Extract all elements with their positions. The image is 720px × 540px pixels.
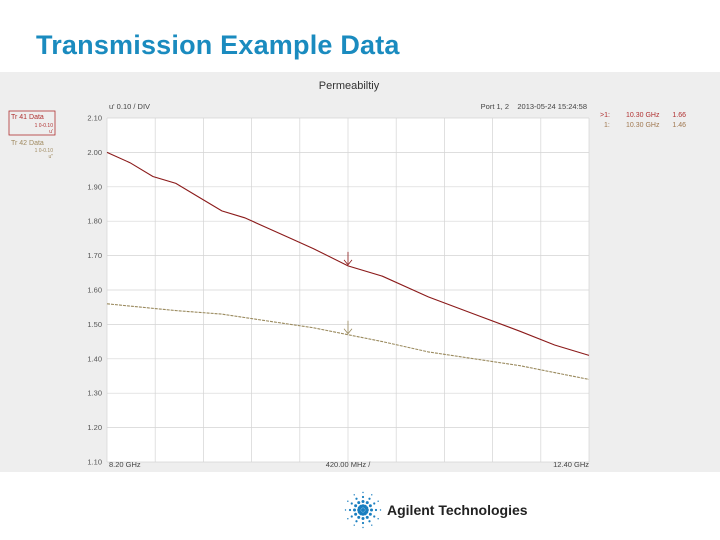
port-info: Port 1, 2 2013-05-24 15:24:58 <box>481 102 587 111</box>
logo-dot <box>361 500 365 503</box>
logo-dot <box>344 509 347 511</box>
y-tick-label: 1.70 <box>87 251 102 260</box>
grid <box>106 117 590 463</box>
logo-dot <box>350 502 353 505</box>
logo-dot <box>370 508 373 512</box>
logo-dot <box>354 504 358 508</box>
x-end-label: 12.40 GHz <box>553 460 589 469</box>
marker-2-freq: 10.30 GHz <box>626 122 660 129</box>
series-line-1 <box>106 151 590 356</box>
logo-dot <box>364 506 369 510</box>
marker-1-freq: 10.30 GHz <box>626 112 660 119</box>
trace-box-2-name: Tr 42 Data <box>11 140 44 147</box>
y-tick-label: 1.50 <box>87 320 102 329</box>
instrument-screen: 2.10 2.00 1.90 1.80 1.70 1.60 1.50 1.40 1.30 1.20… <box>0 72 720 472</box>
chart: 2.10 2.00 1.90 1.80 1.70 1.60 1.50 1.40 1.30 1.20… <box>8 80 686 469</box>
marker-2-label: 1: <box>604 122 610 129</box>
y-tick-label: 1.90 <box>87 182 102 191</box>
y-tick-label: 1.60 <box>87 286 102 295</box>
logo-dot <box>368 497 371 500</box>
logo-dot <box>362 491 364 494</box>
y-tick-label: 1.30 <box>87 389 102 398</box>
logo-dot <box>361 495 365 499</box>
logo-dot <box>353 494 355 496</box>
marker-arrow-1 <box>343 251 353 266</box>
slide-title: Transmission Example Data <box>36 30 400 60</box>
trace-box-1-name: Tr 41 Data <box>11 114 44 121</box>
y-tick-label: 1.80 <box>87 217 102 226</box>
logo-dot <box>353 524 355 526</box>
y-tick-labels: 2.10 2.00 1.90 1.80 1.70 1.60 1.50 1.40 1.30 1.20… <box>87 114 102 467</box>
marker-readout-2: 1: 10.30 GHz 1.46 <box>604 122 686 129</box>
logo-dot <box>377 500 379 502</box>
y-tick-label: 1.10 <box>87 458 102 467</box>
markers-layer <box>343 251 353 335</box>
logo-dot <box>361 521 365 525</box>
logo-dot <box>350 515 353 518</box>
company-name: Agilent Technologies <box>387 502 528 518</box>
marker-arrow-2 <box>343 320 353 335</box>
y-tick-label: 2.00 <box>87 148 102 157</box>
logo-dot <box>371 494 373 496</box>
logo-dot <box>347 518 349 520</box>
plot-title: Permeabiltiy <box>319 80 380 92</box>
logo-dot <box>357 515 361 519</box>
logo-dot <box>362 526 364 529</box>
logo-dot <box>355 520 358 523</box>
logo-dot <box>347 500 349 502</box>
logo-dot <box>374 508 378 512</box>
logo-dot <box>371 524 373 526</box>
trace-box-2[interactable]: Tr 42 Data 1 0-0.10 u" <box>11 140 53 160</box>
trace-box-1[interactable]: Tr 41 Data 1 0-0.10 u' <box>8 110 56 136</box>
logo-dot <box>355 497 358 500</box>
logo-dot <box>365 515 369 519</box>
trace-box-1-sub2: u' <box>49 129 53 135</box>
logo-dot <box>373 502 376 505</box>
agilent-logo <box>344 491 382 529</box>
logo-dot <box>353 508 356 512</box>
logo-dot <box>354 512 358 516</box>
logo-dot <box>368 520 371 523</box>
y-tick-label: 1.40 <box>87 354 102 363</box>
logo-dot <box>361 517 365 520</box>
x-center-label: 420.00 MHz / <box>326 460 372 469</box>
logo-dot <box>373 515 376 518</box>
logo-dot <box>357 501 361 505</box>
logo-dot <box>365 501 369 505</box>
marker-1-value: 1.66 <box>672 112 686 119</box>
logo-dot <box>368 504 372 508</box>
trace-box-2-sub1: 1 0-0.10 <box>35 148 54 154</box>
trace-box-2-sub2: u" <box>48 154 53 160</box>
marker-2-value: 1.46 <box>672 122 686 129</box>
y-tick-label: 1.20 <box>87 423 102 432</box>
marker-1-label: >1: <box>600 112 610 119</box>
scale-text: u' 0.10 / DIV <box>109 102 150 111</box>
logo-dot <box>348 508 352 512</box>
x-start-label: 8.20 GHz <box>109 460 141 469</box>
trace-box-1-sub1: 1 0-0.10 <box>35 123 54 129</box>
logo-center-dot <box>361 508 365 512</box>
logo-dot <box>379 509 382 511</box>
logo-dot <box>368 512 372 516</box>
y-tick-label: 2.10 <box>87 114 102 123</box>
series-layer <box>106 151 590 380</box>
series-line-2 <box>106 303 590 380</box>
logo-dot <box>377 518 379 520</box>
marker-readout-1: >1: 10.30 GHz 1.66 <box>600 112 686 119</box>
